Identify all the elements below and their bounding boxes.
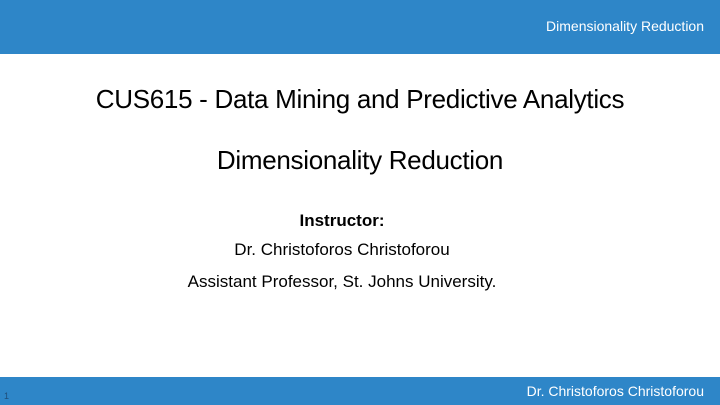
header-bar: Dimensionality Reduction: [0, 0, 720, 54]
instructor-name: Dr. Christoforos Christoforou: [234, 240, 450, 259]
footer-bar: 1 Dr. Christoforos Christoforou: [0, 377, 720, 405]
slide-number: 1: [4, 391, 10, 401]
instructor-label: Instructor:: [299, 211, 385, 230]
slide-title: CUS615 - Data Mining and Predictive Anal…: [95, 84, 625, 114]
footer-author: Dr. Christoforos Christoforou: [526, 383, 704, 399]
header-title: Dimensionality Reduction: [546, 18, 704, 34]
slide-subtitle: Dimensionality Reduction: [216, 145, 504, 175]
instructor-affiliation: Assistant Professor, St. Johns Universit…: [187, 272, 497, 291]
